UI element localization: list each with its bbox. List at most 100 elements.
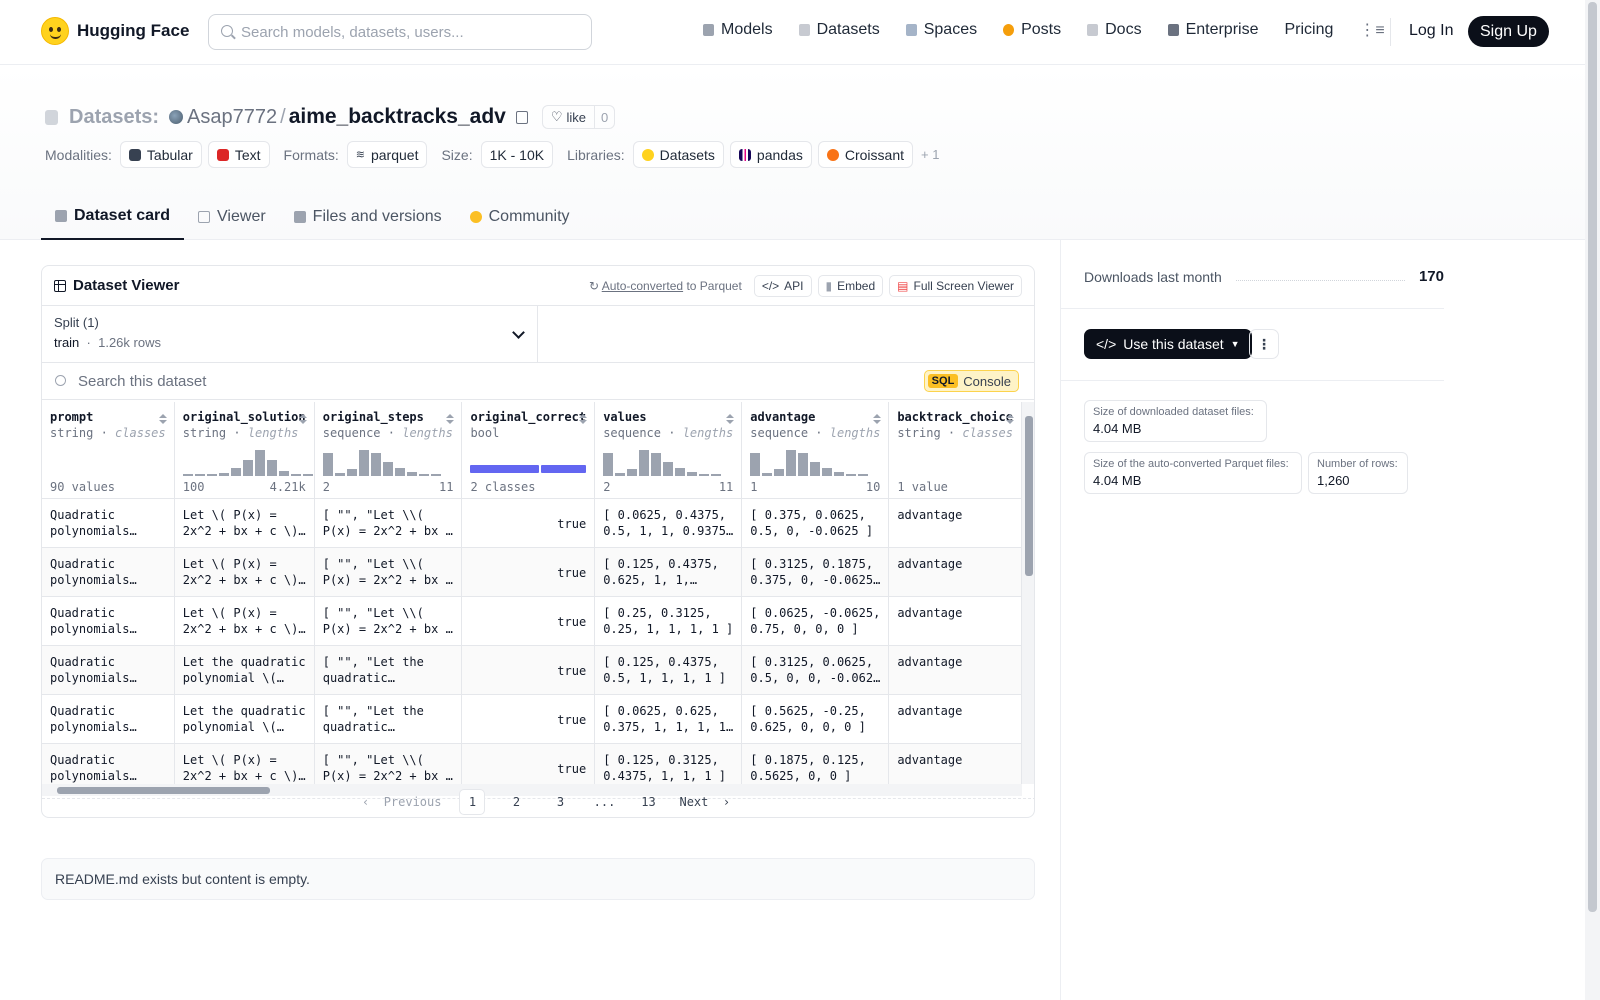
- sort-icon[interactable]: [579, 414, 588, 424]
- table-cell[interactable]: advantage: [888, 547, 1022, 597]
- page-button-13[interactable]: 13: [641, 795, 656, 809]
- histogram-bar[interactable]: [798, 452, 809, 476]
- column-header-backtrack-choice[interactable]: backtrack_choice string · classes 1 value: [888, 402, 1022, 499]
- table-cell[interactable]: [ "", "Let the quadratic polynomial \\( …: [314, 645, 463, 695]
- tag-size[interactable]: 1K - 10K: [480, 141, 554, 168]
- scrollbar-thumb[interactable]: [1025, 416, 1033, 576]
- nav-enterprise[interactable]: Enterprise: [1167, 21, 1258, 39]
- table-cell[interactable]: [ "", "Let \\( P(x) = 2x^2 + bx + c \\) …: [314, 498, 463, 548]
- table-cell[interactable]: true: [461, 645, 596, 695]
- tab-community[interactable]: Community: [456, 194, 584, 240]
- column-header-advantage[interactable]: advantage sequence · lengths 1 10: [741, 402, 890, 499]
- more-libraries-link[interactable]: + 1: [921, 147, 940, 162]
- table-cell[interactable]: Let the quadratic polynomial \( P(x) = 2…: [174, 694, 315, 744]
- table-cell[interactable]: [ 0.3125, 0.1875, 0.375, 0, -0.0625, 0 ]: [741, 547, 890, 597]
- table-cell[interactable]: advantage: [888, 596, 1022, 646]
- sort-icon[interactable]: [446, 414, 455, 424]
- repo-owner-link[interactable]: Asap7772: [187, 105, 278, 128]
- histogram-bar[interactable]: [615, 472, 626, 476]
- table-cell[interactable]: [ 0.375, 0.0625, 0.5, 0, -0.0625 ]: [741, 498, 890, 548]
- owner-avatar[interactable]: [169, 110, 184, 124]
- sort-icon[interactable]: [158, 414, 167, 424]
- column-header-values[interactable]: values sequence · lengths 2 11: [594, 402, 743, 499]
- table-cell[interactable]: Quadratic polynomials $P(x)$ and $Q(x)$ …: [42, 498, 175, 548]
- brand-logo[interactable]: Hugging Face: [41, 17, 189, 45]
- column-header-original-steps[interactable]: original_steps sequence · lengths 2 11: [314, 402, 463, 499]
- histogram-bar[interactable]: [394, 467, 405, 476]
- sort-icon[interactable]: [298, 414, 307, 424]
- table-row[interactable]: Quadratic polynomials $P(x)$ and $Q(x)$ …: [42, 743, 1022, 784]
- split-selector[interactable]: Split (1) train · 1.26k rows: [42, 306, 538, 363]
- login-link[interactable]: Log In: [1409, 22, 1454, 39]
- histogram-bar[interactable]: [182, 473, 193, 476]
- table-cell[interactable]: [ 0.1875, 0.125, 0.5625, 0, 0 ]: [741, 743, 890, 784]
- copy-icon[interactable]: [515, 110, 528, 124]
- histogram-bar[interactable]: [266, 459, 277, 476]
- sort-icon[interactable]: [873, 414, 882, 424]
- table-cell[interactable]: [ 0.0625, -0.0625, 0.75, 0, 0, 0 ]: [741, 596, 890, 646]
- previous-page-button[interactable]: ‹ Previous: [362, 795, 442, 809]
- table-cell[interactable]: [ 0.0625, 0.625, 0.375, 1, 1, 1, 1 ]: [594, 694, 743, 744]
- nav-docs[interactable]: Docs: [1087, 21, 1142, 39]
- sql-console-button[interactable]: SQL Console: [923, 370, 1019, 392]
- histogram-bar[interactable]: [663, 461, 674, 476]
- bool-class-segment[interactable]: [470, 464, 539, 473]
- full-screen-viewer-button[interactable]: ▤ Full Screen Viewer: [889, 275, 1022, 297]
- histogram-bar[interactable]: [218, 472, 229, 476]
- histogram-bar[interactable]: [382, 461, 393, 476]
- nav-pricing[interactable]: Pricing: [1284, 21, 1333, 39]
- data-table-container[interactable]: prompt string · classes 90 values original_…: [42, 402, 1022, 784]
- tab-files-and-versions[interactable]: Files and versions: [280, 194, 456, 240]
- table-cell[interactable]: advantage: [888, 645, 1022, 695]
- auto-converted-link[interactable]: Auto-converted: [601, 279, 684, 293]
- table-row[interactable]: Quadratic polynomials $P(x)$ and $Q(x)$ …: [42, 694, 1022, 744]
- page-button-3[interactable]: 3: [556, 795, 565, 809]
- scrollbar-thumb[interactable]: [57, 787, 270, 794]
- table-cell[interactable]: [ "", "Let the quadratic polynomial \\( …: [314, 694, 463, 744]
- more-menu-icon[interactable]: ⋮≡: [1359, 22, 1385, 39]
- histogram-bar[interactable]: [762, 472, 773, 476]
- table-cell[interactable]: Let \( P(x) = 2x^2 + bx + c \) and \( Q(…: [174, 498, 315, 548]
- table-cell[interactable]: Let \( P(x) = 2x^2 + bx + c \) and \( Q(…: [174, 596, 315, 646]
- table-cell[interactable]: Quadratic polynomials $P(x)$ and $Q(x)$ …: [42, 743, 175, 784]
- table-cell[interactable]: Quadratic polynomials $P(x)$ and $Q(x)$ …: [42, 694, 175, 744]
- column-header-prompt[interactable]: prompt string · classes 90 values: [42, 402, 175, 499]
- table-cell[interactable]: [ 0.125, 0.4375, 0.625, 1, 1, 0.9375, 1 …: [594, 547, 743, 597]
- table-row[interactable]: Quadratic polynomials $P(x)$ and $Q(x)$ …: [42, 547, 1022, 597]
- histogram-bar[interactable]: [194, 473, 205, 476]
- nav-spaces[interactable]: Spaces: [905, 21, 977, 39]
- table-row[interactable]: Quadratic polynomials $P(x)$ and $Q(x)$ …: [42, 596, 1022, 646]
- histogram-bar[interactable]: [334, 472, 345, 476]
- tag-parquet[interactable]: ≋ parquet: [346, 141, 428, 168]
- histogram-bar[interactable]: [627, 468, 638, 476]
- nav-datasets[interactable]: Datasets: [798, 21, 880, 39]
- histogram-bar[interactable]: [358, 449, 369, 476]
- table-cell[interactable]: [ 0.3125, 0.0625, 0.5, 0, 0, -0.0625 ]: [741, 645, 890, 695]
- embed-button[interactable]: ▮ Embed: [817, 275, 884, 297]
- histogram-bar[interactable]: [786, 449, 797, 476]
- histogram-bar[interactable]: [822, 467, 833, 476]
- histogram-bar[interactable]: [346, 468, 357, 476]
- dataset-search-input[interactable]: Search this dataset SQL Console: [42, 363, 1034, 400]
- page-button-2[interactable]: 2: [512, 795, 521, 809]
- histogram-bar[interactable]: [278, 470, 289, 476]
- signup-button[interactable]: Sign Up: [1468, 16, 1549, 47]
- histogram-bar[interactable]: [711, 473, 722, 476]
- histogram-bar[interactable]: [430, 473, 441, 476]
- table-cell[interactable]: Quadratic polynomials $P(x)$ and $Q(x)$ …: [42, 596, 175, 646]
- api-button[interactable]: </> API: [753, 275, 812, 297]
- tab-viewer[interactable]: Viewer: [184, 194, 280, 240]
- column-header-original-correct[interactable]: original_correct bool 2 classes: [461, 402, 596, 499]
- table-cell[interactable]: true: [461, 694, 596, 744]
- histogram-bar[interactable]: [810, 461, 821, 476]
- histogram-bar[interactable]: [675, 467, 686, 476]
- table-cell[interactable]: [ 0.25, 0.3125, 0.25, 1, 1, 1, 1 ]: [594, 596, 743, 646]
- vertical-scrollbar[interactable]: [1022, 402, 1034, 784]
- table-cell[interactable]: Let the quadratic polynomial \( P(x) = 2…: [174, 645, 315, 695]
- histogram-bar[interactable]: [418, 473, 429, 476]
- table-cell[interactable]: [ 0.5625, -0.25, 0.625, 0, 0, 0 ]: [741, 694, 890, 744]
- nav-posts[interactable]: Posts: [1003, 21, 1061, 39]
- table-cell[interactable]: Let \( P(x) = 2x^2 + bx + c \) and \( Q(…: [174, 547, 315, 597]
- table-cell[interactable]: advantage: [888, 694, 1022, 744]
- table-cell[interactable]: [ 0.125, 0.3125, 0.4375, 1, 1, 1 ]: [594, 743, 743, 784]
